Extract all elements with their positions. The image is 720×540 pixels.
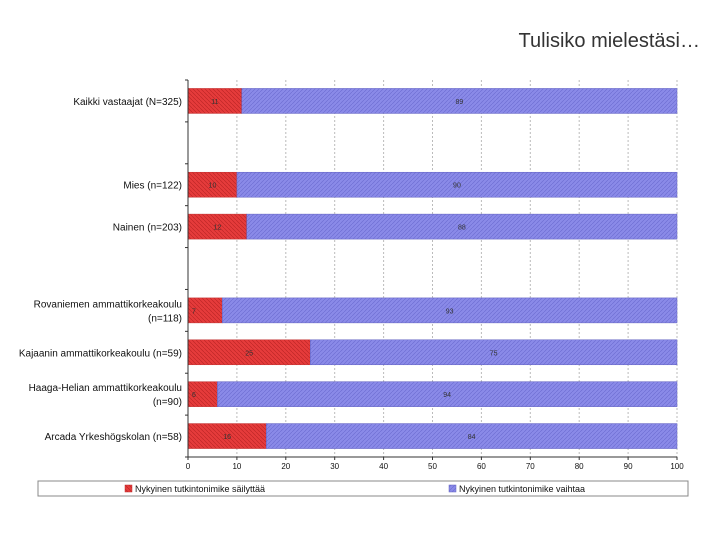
bar-value-label-change: 94 [443, 392, 451, 399]
category-label: Haaga-Helian ammattikorkeakoulu [29, 383, 182, 394]
legend-box [37, 480, 689, 497]
legend-swatch [124, 484, 133, 493]
bar-value-label-keep: 12 [213, 225, 221, 232]
bar-value-label-keep: 7 [192, 308, 196, 315]
x-tick-label: 100 [670, 462, 684, 471]
bar-value-label-change: 75 [490, 350, 498, 357]
category-label: Rovaniemen ammattikorkeakoulu [34, 299, 182, 310]
legend-swatch [448, 484, 457, 493]
x-tick-label: 20 [281, 462, 290, 471]
x-tick-label: 90 [624, 462, 633, 471]
category-label: Mies (n=122) [123, 181, 182, 192]
category-label: Kajaanin ammattikorkeakoulu (n=59) [19, 348, 182, 359]
bar-segment-keep [187, 381, 218, 407]
bar-segment-change [310, 339, 678, 366]
category-label: Kaikki vastaajat (N=325) [73, 97, 182, 108]
legend-label: Nykyinen tutkintonimike vaihtaa [459, 484, 585, 494]
bar-value-label-change: 90 [453, 183, 461, 190]
legend: Nykyinen tutkintonimike säilyttää Nykyine… [37, 480, 689, 497]
bar-segment-keep [187, 88, 243, 114]
bar-value-label-keep: 6 [192, 392, 196, 399]
axis-layer: 0 10 20 30 40 50 60 70 80 90 100 Kaikki vastaajat (… [19, 79, 684, 471]
bar-value-label-change: 93 [446, 308, 454, 315]
bar-segment-change [246, 213, 678, 240]
bar-value-label-keep: 16 [223, 434, 231, 441]
category-label: Arcada Yrkeshögskolan (n=58) [45, 432, 182, 443]
bar-value-label-keep: 11 [211, 99, 218, 106]
category-label: (n=118) [148, 313, 182, 324]
bar-value-label-keep: 25 [245, 350, 253, 357]
x-tick-label: 80 [575, 462, 584, 471]
category-label: Nainen (n=203) [113, 223, 182, 234]
x-tick-label: 40 [379, 462, 388, 471]
bar-value-label-change: 84 [468, 434, 476, 441]
bar-value-label-change: 88 [458, 225, 466, 232]
bar-layer: 11 89 10 90 12 88 7 93 25 75 6 94 16 84 [187, 88, 678, 449]
slide-title: Tulisiko mielestäsi… [518, 30, 700, 52]
bar-value-label-change: 89 [455, 99, 463, 106]
bar-segment-change [241, 88, 678, 114]
grid-layer [236, 80, 678, 457]
bar-segment-change [217, 381, 678, 407]
x-tick-label: 70 [526, 462, 535, 471]
bar-segment-change [221, 297, 678, 324]
bar-value-label-keep: 10 [209, 183, 217, 190]
legend-label: Nykyinen tutkintonimike säilyttää [135, 484, 265, 494]
x-tick-label: 60 [477, 462, 486, 471]
bar-segment-change [265, 423, 678, 449]
x-tick-label: 10 [232, 462, 241, 471]
x-tick-label: 0 [186, 462, 191, 471]
x-tick-label: 30 [330, 462, 339, 471]
bar-segment-change [236, 171, 678, 198]
x-tick-label: 50 [428, 462, 437, 471]
bar-segment-keep [187, 213, 247, 240]
category-label: (n=90) [153, 397, 182, 408]
